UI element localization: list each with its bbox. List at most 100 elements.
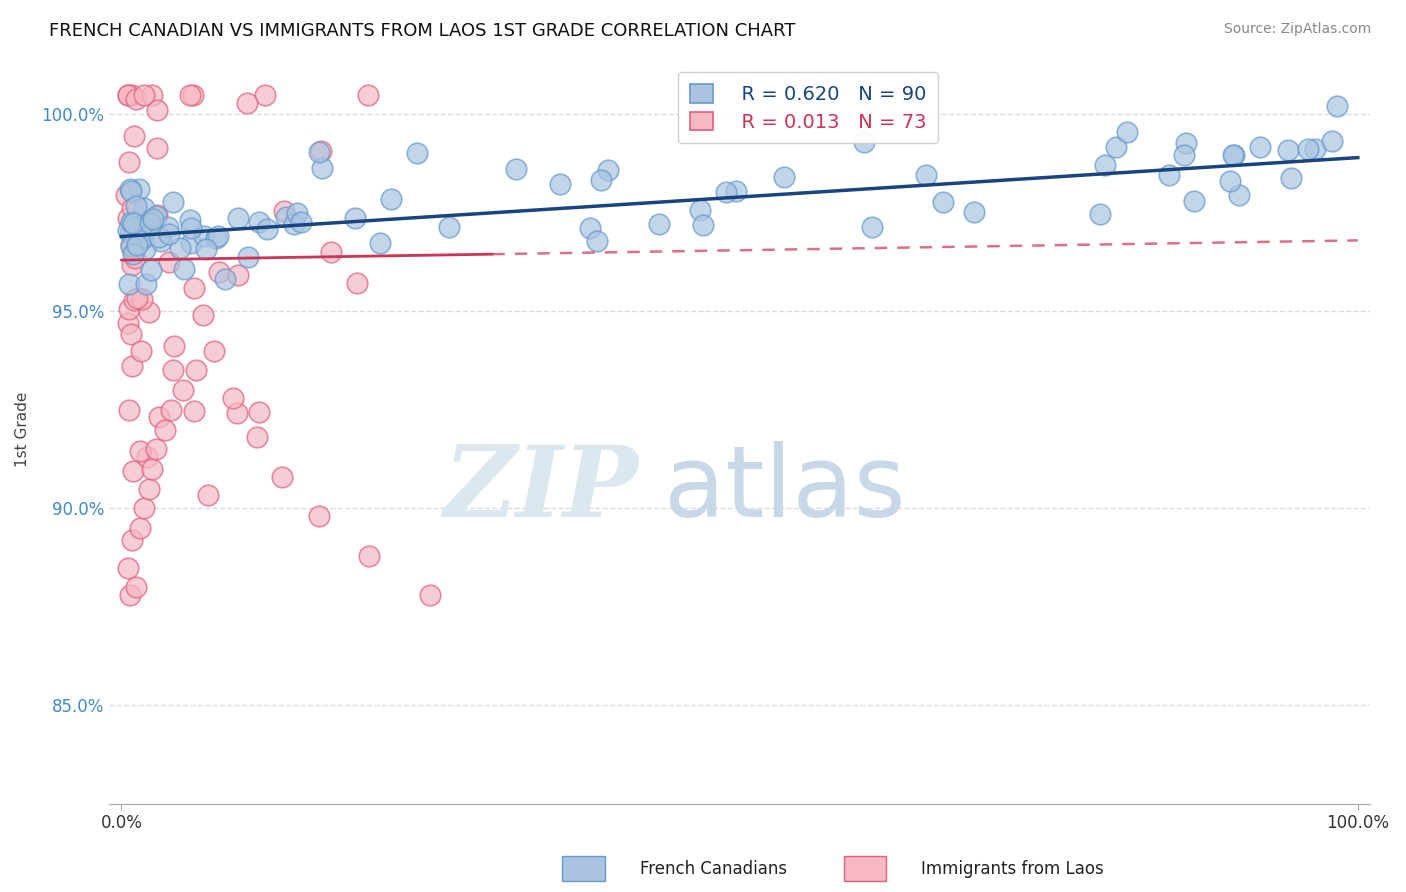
Point <box>120 215 142 229</box>
Point <box>120 184 142 198</box>
Point <box>134 277 156 291</box>
Point <box>585 234 607 248</box>
Point <box>1249 140 1271 154</box>
Point <box>145 209 167 223</box>
Point <box>1222 148 1244 162</box>
Point <box>127 238 149 252</box>
Point <box>183 281 205 295</box>
Point <box>1227 188 1250 202</box>
Point <box>121 533 143 547</box>
Point <box>129 443 152 458</box>
Point <box>159 402 181 417</box>
Point <box>117 211 139 225</box>
Point <box>648 217 671 231</box>
Point <box>153 423 176 437</box>
Point <box>122 247 145 261</box>
Point <box>156 219 179 234</box>
Point <box>246 430 269 444</box>
Point <box>132 501 155 516</box>
Point <box>117 222 139 236</box>
Point <box>356 87 378 102</box>
Point <box>138 482 160 496</box>
Point <box>191 308 214 322</box>
Point <box>117 277 139 291</box>
Point <box>172 383 194 397</box>
Point <box>120 327 142 342</box>
Point <box>180 221 202 235</box>
Point <box>148 229 170 244</box>
Point <box>406 146 429 161</box>
Point <box>149 234 172 248</box>
Point <box>283 217 305 231</box>
Point <box>505 161 527 176</box>
Point <box>589 173 612 187</box>
Point <box>120 237 142 252</box>
Point <box>772 170 794 185</box>
Text: ZIP: ZIP <box>444 442 638 538</box>
Point <box>121 359 143 373</box>
Point <box>932 194 955 209</box>
Point <box>208 265 231 279</box>
Point <box>173 261 195 276</box>
Point <box>128 182 150 196</box>
Text: French Canadians: French Canadians <box>640 860 787 878</box>
Point <box>132 202 155 216</box>
Point <box>1279 170 1302 185</box>
Point <box>122 129 145 144</box>
Point <box>368 236 391 251</box>
Point <box>184 363 207 377</box>
Text: Source: ZipAtlas.com: Source: ZipAtlas.com <box>1223 22 1371 37</box>
Point <box>118 588 141 602</box>
Point <box>274 211 297 225</box>
Point <box>1219 173 1241 187</box>
Point <box>311 161 333 175</box>
Point <box>1159 168 1181 182</box>
Point <box>1182 194 1205 208</box>
Point <box>125 580 148 594</box>
Point <box>308 145 330 159</box>
Point <box>193 229 215 244</box>
Point <box>125 291 148 305</box>
Point <box>134 242 156 256</box>
Point <box>128 521 150 535</box>
Point <box>1305 142 1327 156</box>
Point <box>120 226 142 240</box>
Point <box>179 213 201 227</box>
Point <box>125 92 148 106</box>
Point <box>131 293 153 307</box>
Point <box>117 87 139 102</box>
Point <box>689 202 711 217</box>
Point <box>129 214 152 228</box>
Point <box>136 450 159 465</box>
Point <box>120 239 142 253</box>
Point <box>290 215 312 229</box>
Point <box>852 136 875 150</box>
Point <box>121 87 143 102</box>
Point <box>236 95 259 110</box>
Point <box>346 276 368 290</box>
Point <box>122 244 145 258</box>
Text: Immigrants from Laos: Immigrants from Laos <box>921 860 1104 878</box>
Point <box>121 201 143 215</box>
Point <box>221 391 243 405</box>
Point <box>247 405 270 419</box>
Point <box>1088 207 1111 221</box>
Point <box>253 87 276 102</box>
Point <box>142 212 165 227</box>
Point <box>122 216 145 230</box>
Point <box>236 250 259 264</box>
Point <box>247 215 270 229</box>
Point <box>357 549 380 563</box>
Point <box>141 87 163 102</box>
Point <box>145 208 167 222</box>
Point <box>124 199 146 213</box>
Point <box>319 244 342 259</box>
Point <box>225 406 247 420</box>
Point <box>115 188 138 202</box>
Point <box>598 162 620 177</box>
Point <box>146 141 169 155</box>
Point <box>138 217 160 231</box>
Point <box>162 195 184 210</box>
Point <box>579 220 602 235</box>
Point <box>860 220 883 235</box>
